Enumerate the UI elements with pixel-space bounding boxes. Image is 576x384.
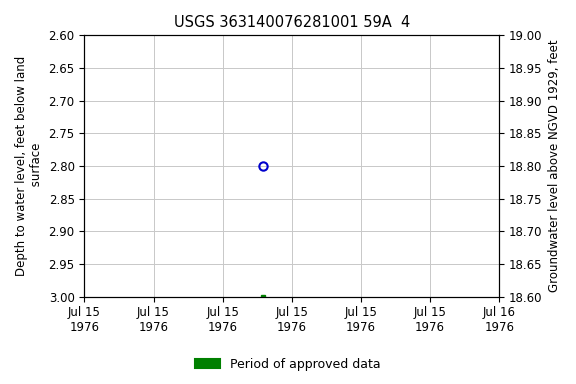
Y-axis label: Groundwater level above NGVD 1929, feet: Groundwater level above NGVD 1929, feet	[548, 40, 561, 292]
Legend: Period of approved data: Period of approved data	[190, 353, 386, 376]
Y-axis label: Depth to water level, feet below land
 surface: Depth to water level, feet below land su…	[15, 56, 43, 276]
Title: USGS 363140076281001 59A  4: USGS 363140076281001 59A 4	[174, 15, 410, 30]
